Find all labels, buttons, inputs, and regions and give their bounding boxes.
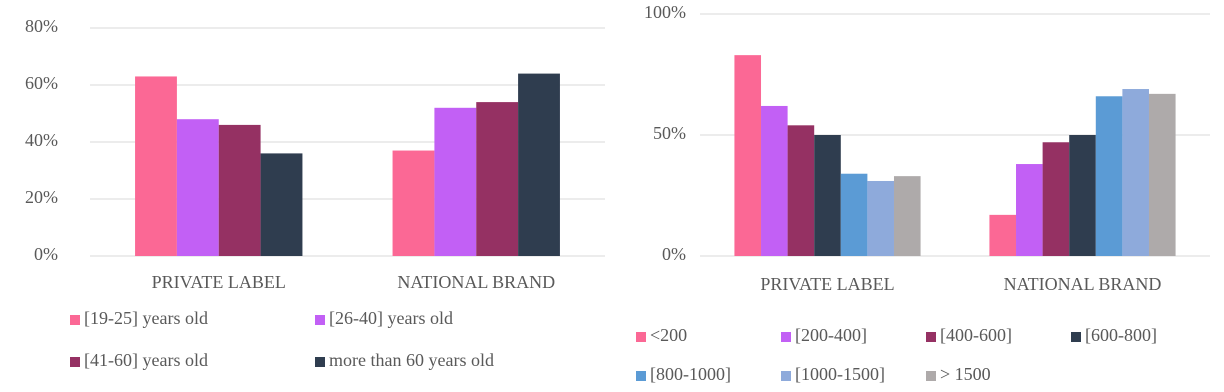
bar	[518, 73, 560, 256]
y-tick-label: 0%	[662, 244, 686, 264]
legend-label: more than 60 years old	[329, 350, 494, 370]
bar	[840, 173, 868, 256]
legend-swatch	[1071, 332, 1081, 342]
legend-swatch	[781, 371, 791, 381]
y-tick-label: 100%	[644, 2, 686, 22]
legend-label: > 1500	[940, 364, 991, 384]
x-tick-label: PRIVATE LABEL	[760, 274, 894, 294]
y-tick-label: 40%	[25, 130, 58, 150]
bar	[1095, 96, 1123, 256]
bar	[734, 55, 762, 256]
bar	[867, 180, 894, 256]
legend-swatch	[315, 315, 325, 325]
bar	[761, 105, 788, 257]
legend-label: [19-25] years old	[84, 308, 208, 328]
bar	[218, 124, 261, 257]
x-tick-label: NATIONAL BRAND	[1004, 274, 1162, 294]
legend-label: [26-40] years old	[329, 308, 453, 328]
bar	[135, 76, 177, 256]
bar	[1122, 89, 1149, 257]
y-tick-label: 20%	[25, 187, 58, 207]
bar	[814, 135, 841, 256]
legend-label: [41-60] years old	[84, 350, 208, 370]
bar	[1148, 93, 1176, 256]
x-tick-label: PRIVATE LABEL	[152, 272, 286, 292]
bar	[176, 119, 219, 256]
y-tick-label: 80%	[25, 16, 58, 36]
legend-swatch	[70, 357, 80, 367]
bar	[1016, 164, 1043, 256]
legend-swatch	[315, 357, 325, 367]
legend-label: <200	[650, 325, 687, 345]
legend-label: [800-1000]	[650, 364, 731, 384]
bar	[787, 125, 815, 256]
legend-label: [600-800]	[1085, 325, 1157, 345]
bar	[392, 150, 435, 256]
bar	[476, 102, 519, 256]
legend-swatch	[926, 332, 936, 342]
legend-label: [400-600]	[940, 325, 1012, 345]
bar	[989, 214, 1017, 256]
bar	[893, 176, 921, 256]
y-tick-label: 0%	[34, 244, 58, 264]
legend-swatch	[636, 371, 646, 381]
y-tick-label: 50%	[653, 123, 686, 143]
bar	[434, 107, 477, 256]
legend-swatch	[636, 332, 646, 342]
legend-swatch	[781, 332, 791, 342]
bar	[1042, 142, 1070, 256]
legend-label: [1000-1500]	[795, 364, 885, 384]
bar	[1069, 135, 1096, 256]
legend-label: [200-400]	[795, 325, 867, 345]
legend-swatch	[926, 371, 936, 381]
legend-swatch	[70, 315, 80, 325]
bar	[260, 153, 303, 256]
x-tick-label: NATIONAL BRAND	[397, 272, 555, 292]
y-tick-label: 60%	[25, 73, 58, 93]
